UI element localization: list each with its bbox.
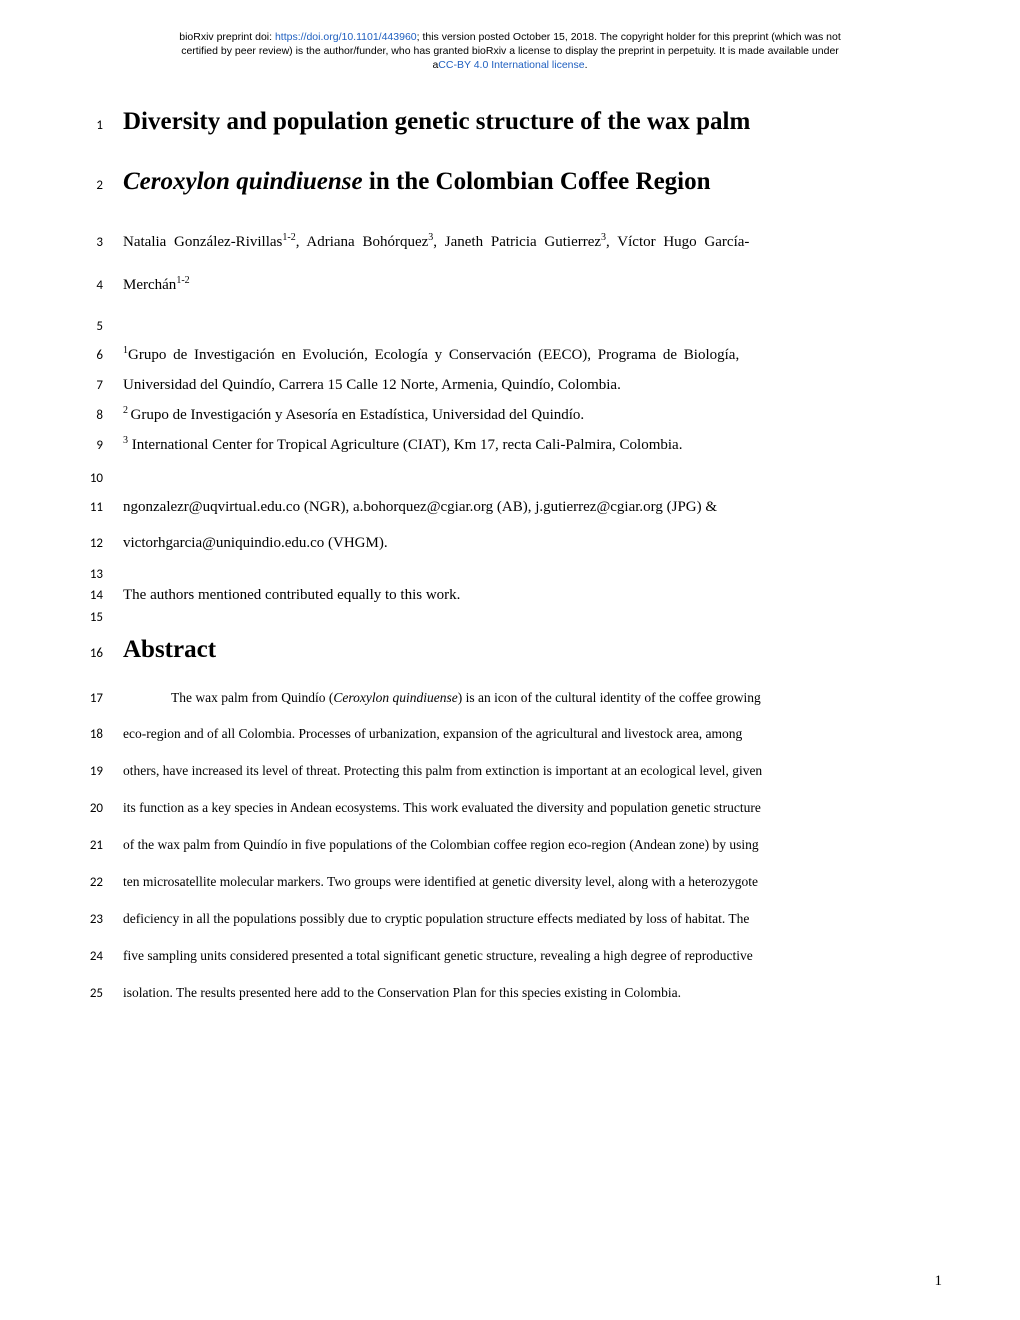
abstract-line: 20 its function as a key species in Ande… [75, 798, 945, 819]
line-number: 4 [75, 278, 103, 293]
line-number: 23 [75, 912, 103, 927]
affiliation-row: 6 1Grupo de Investigación en Evolución, … [75, 343, 945, 367]
title-row: 1 Diversity and population genetic struc… [75, 101, 945, 144]
blank-line: 5 [75, 319, 945, 343]
separator: , [296, 234, 307, 250]
authors-line1: Natalia González-Rivillas1-2, Adriana Bo… [103, 230, 945, 254]
affil-sup: 2 [123, 405, 131, 416]
line-number: 20 [75, 801, 103, 816]
abstract-text: others, have increased its level of thre… [103, 761, 945, 782]
author-affil-sup: 1-2 [282, 232, 295, 243]
line-number: 12 [75, 536, 103, 551]
preprint-text: The copyright holder for this preprint (… [600, 31, 841, 43]
abstract-text: deficiency in all the populations possib… [103, 909, 945, 930]
line-number: 25 [75, 986, 103, 1001]
title-remainder: in the Colombian Coffee Region [363, 168, 711, 195]
line-number: 10 [75, 471, 103, 486]
abstract-heading: Abstract [103, 636, 945, 664]
line-number: 16 [75, 646, 103, 661]
line-number: 15 [75, 610, 103, 625]
affiliation-row: 9 3 International Center for Tropical Ag… [75, 433, 945, 457]
abstract-text: its function as a key species in Andean … [103, 798, 945, 819]
line-number: 11 [75, 500, 103, 515]
blank-line: 10 [75, 471, 945, 495]
abstract-text: ten microsatellite molecular markers. Tw… [103, 872, 945, 893]
abstract-span: ) is an icon of the cultural identity of… [458, 690, 761, 705]
abstract-text: eco-region and of all Colombia. Processe… [103, 724, 945, 745]
line-number: 18 [75, 727, 103, 742]
line-number: 14 [75, 588, 103, 603]
blank-line: 15 [75, 610, 945, 630]
page-number: 1 [935, 1273, 943, 1290]
license-link[interactable]: CC-BY 4.0 International license [438, 59, 584, 71]
abstract-line: 21 of the wax palm from Quindío in five … [75, 835, 945, 856]
line-number: 22 [75, 875, 103, 890]
authors-row: 4 Merchán1-2 [75, 273, 945, 297]
abstract-text: isolation. The results presented here ad… [103, 983, 945, 1004]
paper-title-line1: Diversity and population genetic structu… [103, 101, 945, 144]
author-name: Víctor Hugo García- [617, 234, 749, 250]
preprint-text: ; this version posted October 15, 2018. [417, 31, 600, 43]
abstract-heading-row: 16 Abstract [75, 636, 945, 664]
contribution-statement: The authors mentioned contributed equall… [103, 587, 945, 604]
affil-text: Grupo de Investigación en Evolución, Eco… [128, 347, 739, 363]
abstract-span: The wax palm from Quindío ( [171, 690, 333, 705]
author-name: Janeth Patricia Gutierrez [445, 234, 601, 250]
abstract-line: 22 ten microsatellite molecular markers.… [75, 872, 945, 893]
abstract-text: of the wax palm from Quindío in five pop… [103, 835, 945, 856]
email-row: 11 ngonzalezr@uqvirtual.edu.co (NGR), a.… [75, 495, 945, 519]
author-name: Merchán [123, 277, 176, 293]
line-number: 17 [75, 691, 103, 706]
author-affil-sup: 1-2 [176, 275, 189, 286]
abstract-line: 17 The wax palm from Quindío (Ceroxylon … [75, 688, 945, 709]
affiliation-3: 3 International Center for Tropical Agri… [103, 433, 945, 457]
contribution-row: 14 The authors mentioned contributed equ… [75, 587, 945, 604]
species-name: Ceroxylon quindiuense [123, 168, 363, 195]
line-number: 8 [75, 408, 103, 423]
abstract-line: 23 deficiency in all the populations pos… [75, 909, 945, 930]
affiliation-2: 2 Grupo de Investigación y Asesoría en E… [103, 403, 945, 427]
line-number: 7 [75, 378, 103, 393]
preprint-text: bioRxiv preprint doi: [179, 31, 275, 43]
line-number: 13 [75, 567, 103, 582]
species-name: Ceroxylon quindiuense [333, 690, 457, 705]
line-number: 6 [75, 348, 103, 363]
separator: , [433, 234, 445, 250]
emails-line2: victorhgarcia@uniquindio.edu.co (VHGM). [103, 531, 945, 555]
line-number: 21 [75, 838, 103, 853]
abstract-line: 24 five sampling units considered presen… [75, 946, 945, 967]
line-number: 9 [75, 438, 103, 453]
emails-line1: ngonzalezr@uqvirtual.edu.co (NGR), a.boh… [103, 495, 945, 519]
abstract-text: The wax palm from Quindío (Ceroxylon qui… [103, 688, 945, 709]
doi-link[interactable]: https://doi.org/10.1101/443960 [275, 31, 417, 43]
line-number: 2 [75, 178, 103, 193]
blank-line: 13 [75, 567, 945, 587]
email-row: 12 victorhgarcia@uniquindio.edu.co (VHGM… [75, 531, 945, 555]
abstract-text: five sampling units considered presented… [103, 946, 945, 967]
line-number: 19 [75, 764, 103, 779]
preprint-notice: bioRxiv preprint doi: https://doi.org/10… [75, 30, 945, 73]
line-number: 5 [75, 319, 103, 334]
line-number: 3 [75, 235, 103, 250]
abstract-line: 25 isolation. The results presented here… [75, 983, 945, 1004]
affil-text: Grupo de Investigación y Asesoría en Est… [131, 407, 585, 423]
line-number: 24 [75, 949, 103, 964]
affiliation-row: 8 2 Grupo de Investigación y Asesoría en… [75, 403, 945, 427]
separator: , [606, 234, 617, 250]
authors-line2: Merchán1-2 [103, 273, 945, 297]
affil-text: International Center for Tropical Agricu… [128, 437, 682, 453]
affiliation-1b: Universidad del Quindío, Carrera 15 Call… [103, 373, 945, 397]
author-name: Natalia González-Rivillas [123, 234, 282, 250]
line-number: 1 [75, 118, 103, 133]
preprint-text: certified by peer review) is the author/… [181, 45, 839, 57]
title-row: 2 Ceroxylon quindiuense in the Colombian… [75, 161, 945, 204]
preprint-text: . [585, 59, 588, 71]
affiliation-row: 7 Universidad del Quindío, Carrera 15 Ca… [75, 373, 945, 397]
authors-row: 3 Natalia González-Rivillas1-2, Adriana … [75, 230, 945, 254]
abstract-line: 19 others, have increased its level of t… [75, 761, 945, 782]
paper-title-line2: Ceroxylon quindiuense in the Colombian C… [103, 161, 945, 204]
affiliation-1a: 1Grupo de Investigación en Evolución, Ec… [103, 343, 945, 367]
abstract-line: 18 eco-region and of all Colombia. Proce… [75, 724, 945, 745]
author-name: Adriana Bohórquez [306, 234, 428, 250]
